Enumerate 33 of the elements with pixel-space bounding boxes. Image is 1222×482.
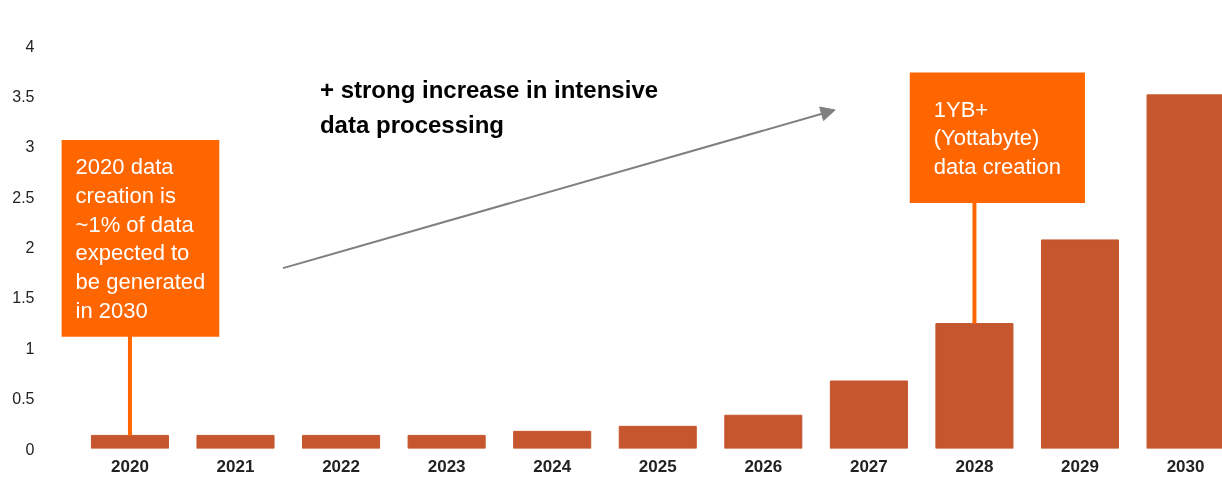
bar bbox=[1040, 239, 1120, 449]
y-tick-label: 3 bbox=[25, 138, 35, 156]
bar bbox=[196, 434, 275, 449]
x-tick-label: 2023 bbox=[427, 456, 466, 476]
bar bbox=[935, 323, 1014, 449]
y-tick-label: 3.5 bbox=[12, 87, 35, 105]
y-tick-label: 1 bbox=[25, 339, 35, 357]
bar bbox=[829, 380, 908, 449]
x-tick-label: 2020 bbox=[111, 456, 149, 476]
annotation: 1YB+ (Yottabyte) data creation bbox=[933, 96, 1061, 180]
annotation: 2020 data creation is ~1% of data expected to be generated in 2030 bbox=[75, 154, 206, 323]
x-tick-label: 2026 bbox=[744, 456, 783, 476]
x-tick-label: 2029 bbox=[1061, 456, 1099, 476]
annotation: + strong increase in intensive data processing bbox=[319, 75, 659, 138]
y-tick-label: 0.5 bbox=[12, 390, 35, 408]
bar bbox=[724, 414, 803, 449]
y-tick-label: 2.5 bbox=[12, 188, 35, 206]
bar bbox=[618, 425, 697, 449]
x-tick-label: 2028 bbox=[955, 456, 994, 476]
y-tick-label: 0 bbox=[25, 440, 35, 458]
x-tick-label: 2030 bbox=[1166, 456, 1205, 476]
bar bbox=[90, 434, 169, 449]
x-tick-label: 2027 bbox=[849, 456, 888, 476]
bar bbox=[407, 434, 486, 449]
bar bbox=[302, 434, 381, 449]
y-tick-label: 4 bbox=[25, 37, 35, 55]
x-tick-label: 2022 bbox=[322, 456, 360, 476]
y-tick-label: 2 bbox=[25, 239, 35, 256]
bar bbox=[513, 430, 592, 449]
x-tick-label: 2025 bbox=[638, 456, 677, 476]
x-tick-label: 2024 bbox=[533, 456, 572, 476]
x-tick-label: 2021 bbox=[216, 456, 255, 476]
y-tick-label: 1.5 bbox=[12, 289, 35, 307]
